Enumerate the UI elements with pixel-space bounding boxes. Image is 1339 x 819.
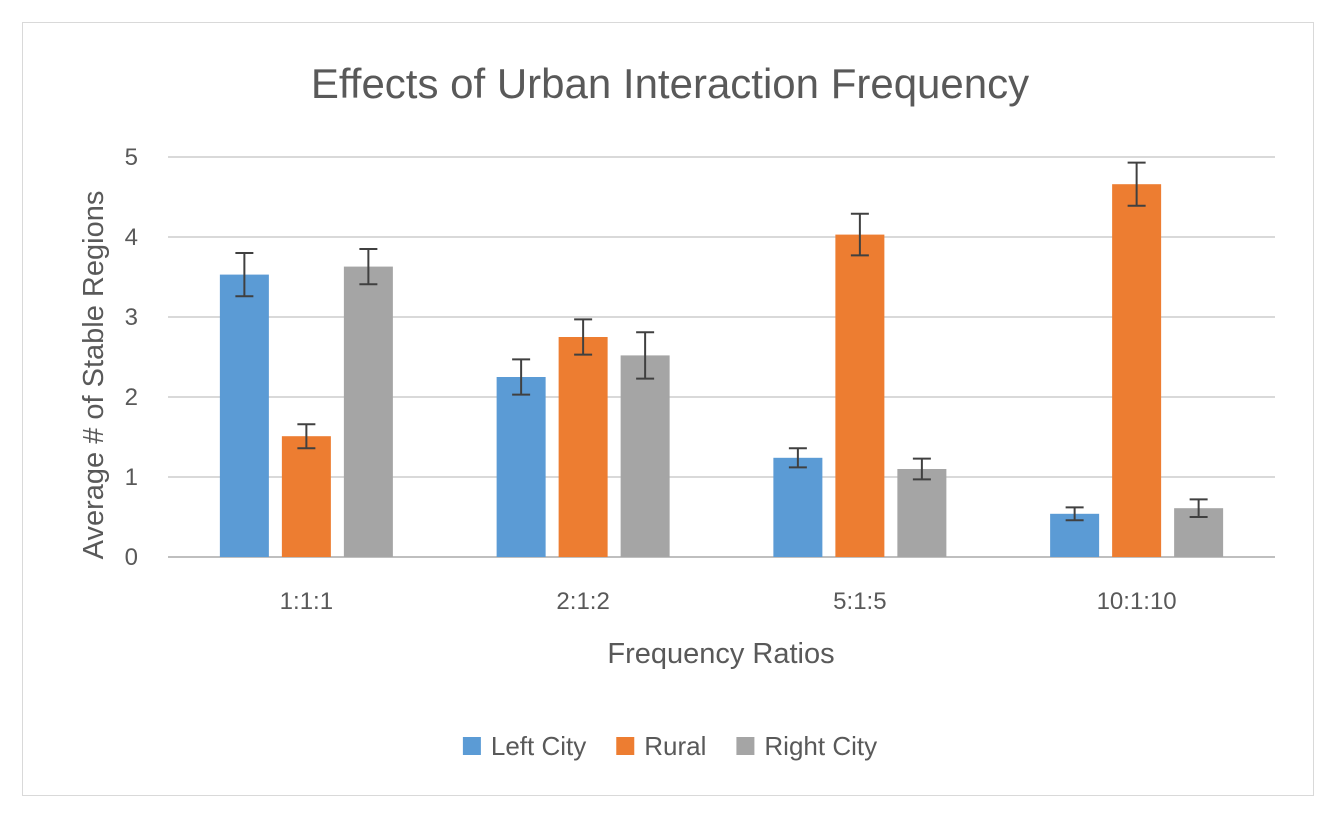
y-tick-label: 5 xyxy=(125,144,138,171)
error-bar xyxy=(912,457,931,481)
bar-right-city xyxy=(897,469,947,557)
legend-label: Left City xyxy=(491,731,586,761)
y-tick-label: 3 xyxy=(125,304,138,331)
y-tick-label: 1 xyxy=(125,464,138,491)
error-bar xyxy=(788,447,807,469)
x-tick-label: 2:1:2 xyxy=(556,588,609,615)
y-axis-title: Average # of Stable Regions xyxy=(78,191,110,560)
error-bar xyxy=(850,212,869,257)
legend-swatch xyxy=(616,737,635,755)
bar-rural xyxy=(281,436,331,557)
bar-rural xyxy=(558,337,608,557)
bar-left-city xyxy=(496,377,546,557)
x-axis-ticks: 1:1:1 2:1:2 5:1:5 10:1:10 xyxy=(280,588,1177,615)
error-bars xyxy=(235,161,1208,522)
chart-title: Effects of Urban Interaction Frequency xyxy=(311,60,1029,107)
error-bar xyxy=(297,423,316,450)
y-axis-ticks: 0 1 2 3 4 5 xyxy=(125,144,138,571)
bar-right-city xyxy=(343,266,393,557)
bar-right-city xyxy=(620,355,670,557)
bar-rural xyxy=(1112,184,1162,557)
bar-left-city xyxy=(773,457,823,557)
y-tick-label: 4 xyxy=(125,224,138,251)
gridlines xyxy=(168,156,1275,558)
error-bar xyxy=(1189,498,1208,518)
error-bar xyxy=(359,248,378,286)
legend-swatch xyxy=(736,737,755,755)
legend-label: Rural xyxy=(644,731,706,761)
error-bar xyxy=(574,318,593,356)
x-axis-title: Frequency Ratios xyxy=(607,638,834,670)
bar-rural xyxy=(835,234,885,557)
error-bar xyxy=(1127,161,1146,207)
x-tick-label: 10:1:10 xyxy=(1097,588,1177,615)
x-tick-label: 5:1:5 xyxy=(833,588,886,615)
bar-left-city xyxy=(219,274,269,557)
error-bar xyxy=(235,252,254,298)
y-tick-label: 2 xyxy=(125,384,138,411)
bars xyxy=(219,184,1224,557)
legend-swatch xyxy=(462,737,481,755)
y-tick-label: 0 xyxy=(125,544,138,571)
error-bar xyxy=(636,331,655,380)
error-bar xyxy=(512,358,531,396)
x-tick-label: 1:1:1 xyxy=(280,588,333,615)
legend: Left City Rural Right City xyxy=(462,731,877,761)
error-bar xyxy=(1065,506,1084,522)
legend-label: Right City xyxy=(764,731,877,761)
